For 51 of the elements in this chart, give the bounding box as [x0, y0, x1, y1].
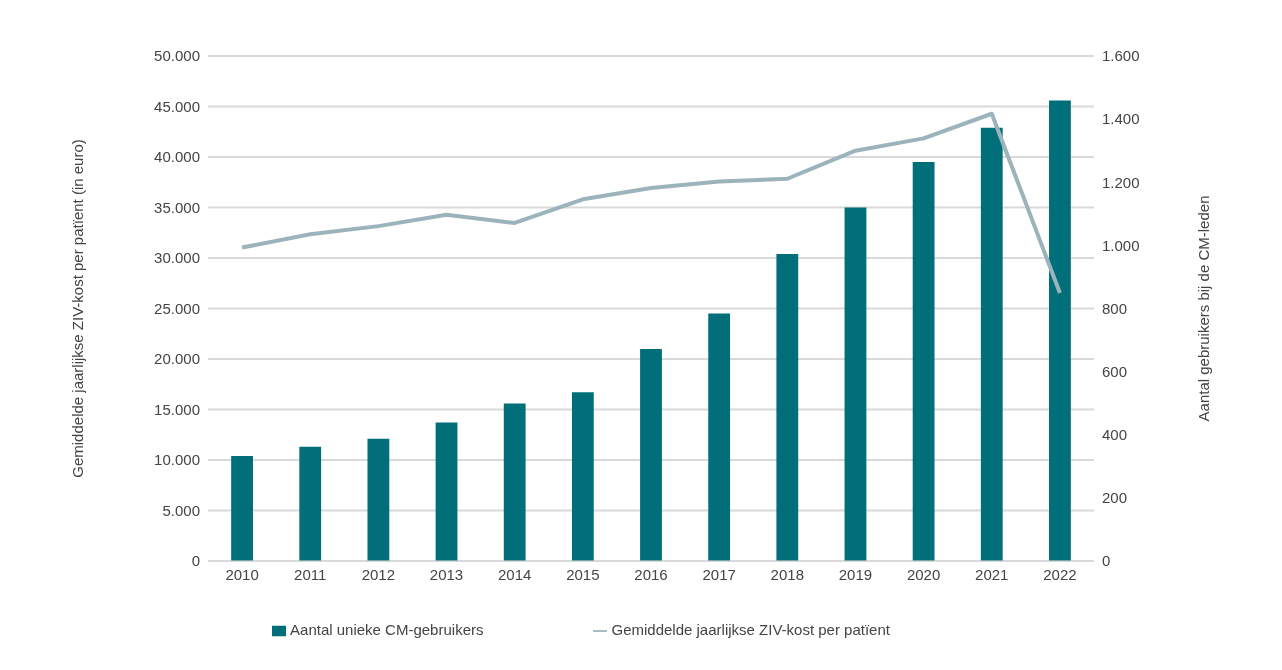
y-tick-label: 50.000 [154, 47, 200, 65]
y2-tick-label: 1.000 [1102, 236, 1140, 254]
x-tick-label: 2012 [361, 565, 396, 583]
y-tick-label: 45.000 [154, 97, 200, 115]
bar [435, 422, 458, 561]
y-tick-label: 25.000 [154, 299, 200, 317]
bar [231, 455, 253, 561]
x-tick-label: 2020 [906, 565, 941, 583]
y2-tick-label: 200 [1102, 489, 1128, 507]
y-tick-label: 15.000 [154, 400, 200, 418]
x-tick-label: 2014 [498, 565, 532, 583]
y2-tick-label: 1.400 [1102, 110, 1140, 128]
bar [776, 253, 799, 561]
bar [571, 392, 594, 561]
y-tick-label: 20.000 [154, 350, 200, 368]
bar [640, 348, 662, 561]
x-tick-label: 2017 [702, 565, 736, 583]
y2-tick-label: 1.600 [1102, 47, 1140, 65]
bar [367, 438, 390, 561]
bar [980, 127, 1003, 561]
y-tick-label: 30.000 [154, 249, 200, 267]
x-tick-label: 2011 [294, 565, 327, 583]
x-tick-label: 2022 [1043, 565, 1077, 583]
y2-tick-label: 1.200 [1102, 173, 1140, 191]
line-series [240, 111, 1062, 296]
legend-label: Aantal unieke CM-gebruikers [290, 620, 484, 638]
x-tick-label: 2019 [838, 565, 873, 583]
x-tick-label: 2010 [225, 565, 259, 583]
legend-label: Gemiddelde jaarlijkse ZIV-kost per patïent [611, 620, 890, 638]
y-tick-label: 10.000 [154, 451, 200, 469]
y2-tick-label: 800 [1102, 299, 1128, 317]
y-tick-label: 35.000 [154, 198, 200, 216]
bar [299, 446, 322, 561]
y2-tick-label: 400 [1102, 426, 1128, 444]
bar [1049, 100, 1071, 561]
y2-axis-title: Aantal gebruikers bij de CM-leden [1195, 195, 1213, 422]
y-tick-label: 40.000 [154, 148, 200, 166]
x-tick-label: 2015 [566, 565, 600, 583]
bar [503, 403, 526, 561]
y-tick-label: 0 [191, 552, 200, 570]
y2-tick-label: 0 [1102, 552, 1111, 570]
x-tick-label: 2021 [975, 565, 1009, 583]
y-tick-label: 5.000 [162, 501, 200, 519]
x-tick-label: 2018 [770, 565, 804, 583]
bar [912, 162, 935, 561]
y-axis-title: Gemiddelde jaarlijkse ZIV-kost per patïent (in euro) [69, 139, 87, 478]
x-tick-label: 2013 [429, 565, 464, 583]
bar [708, 313, 731, 561]
bar [844, 207, 867, 561]
y2-tick-label: 600 [1102, 362, 1128, 380]
x-tick-label: 2016 [634, 565, 668, 583]
